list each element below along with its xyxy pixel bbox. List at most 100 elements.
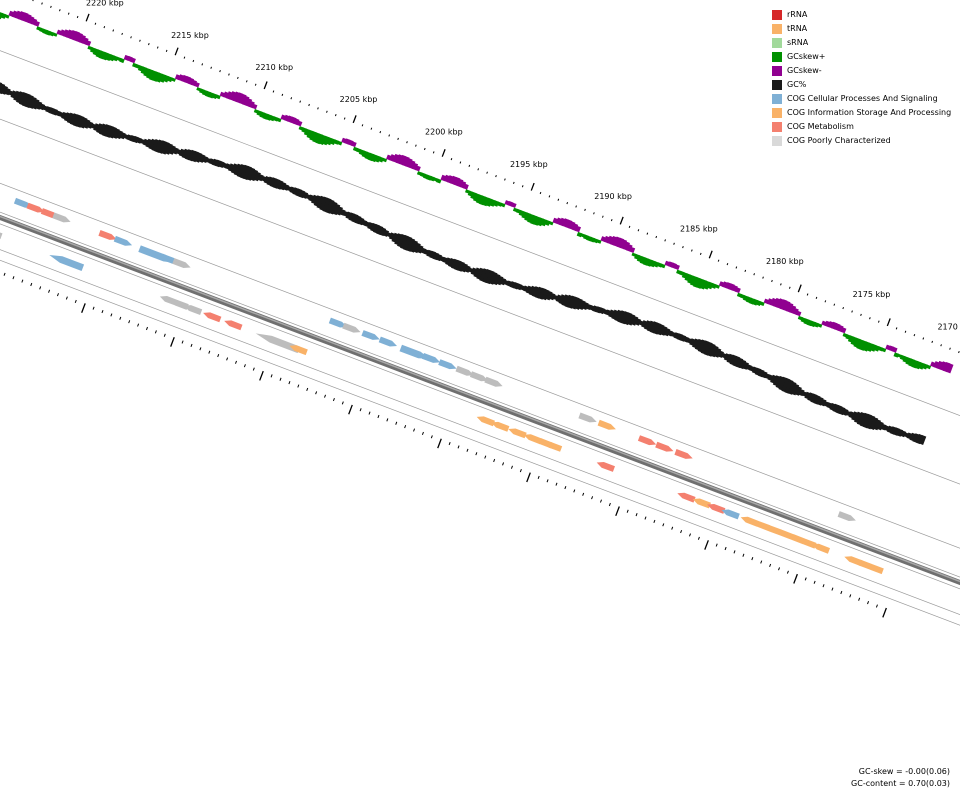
gc-skew-bar <box>639 256 647 265</box>
cog-feature-meta <box>637 435 657 446</box>
genome-backbone <box>0 214 960 586</box>
gc-skew-bar <box>152 71 160 82</box>
outer-tick <box>174 47 179 56</box>
outer-tick <box>32 0 34 2</box>
cog-feature-meta <box>203 312 222 323</box>
gc-skew-bar <box>485 197 493 207</box>
gc-skew-bar <box>119 57 125 64</box>
gc-content-bar <box>370 222 377 232</box>
gc-skew-bar <box>548 221 554 226</box>
inner-tick <box>163 333 166 337</box>
gc-content-bar <box>295 188 303 197</box>
gc-skew-bar <box>24 13 32 23</box>
outer-tick <box>860 313 862 316</box>
gc-skew-bar <box>251 103 258 110</box>
gc-content-bar <box>457 261 465 272</box>
gc-skew-bar <box>322 135 330 146</box>
inner-tick <box>154 330 157 334</box>
outer-tick <box>833 303 836 306</box>
gcskew-plus-swatch <box>772 52 782 62</box>
gc-content-bar <box>108 126 117 139</box>
inner-tick <box>457 445 460 449</box>
gc-content-bar <box>567 295 577 309</box>
gc-skew-bar <box>646 258 653 267</box>
outer-tick <box>753 273 755 276</box>
gc-skew-bar <box>149 70 157 81</box>
inner-tick <box>39 286 42 290</box>
cog-feature-info <box>775 529 794 540</box>
gc-skew-bar <box>215 94 221 100</box>
gc-content-bar <box>479 268 488 282</box>
gc-content-bar <box>69 113 78 126</box>
gc-skew-bar <box>146 68 154 79</box>
gc-content-bar <box>893 427 900 436</box>
gc-skew-bar <box>942 362 951 373</box>
coordinate-label: 2220 kbp <box>86 0 124 8</box>
gc-content-bar <box>445 257 452 266</box>
inner-tick <box>822 584 825 588</box>
cog-feature-meta <box>677 492 696 503</box>
cog-feature-poor <box>455 365 474 376</box>
inner-tick <box>793 573 798 584</box>
outer-tick <box>415 144 417 147</box>
inner-tick <box>21 279 24 283</box>
gc-content-bar <box>354 215 362 225</box>
inner-tick <box>689 533 692 537</box>
gc-content-bar <box>0 85 8 95</box>
outer-tick <box>361 124 364 127</box>
legend-label: GC% <box>787 80 807 89</box>
gc-content-bar <box>416 245 424 254</box>
gc-content-bar <box>866 415 876 430</box>
gc-skew-bar <box>939 361 947 371</box>
gc-skew-bar <box>462 183 469 190</box>
outer-tick <box>67 12 70 15</box>
inner-tick <box>377 414 380 419</box>
gc-content-bar <box>105 125 114 138</box>
inner-tick <box>48 289 51 293</box>
gc-content-bar <box>448 258 456 268</box>
gc-content-bar <box>400 234 409 250</box>
outer-tick <box>877 320 880 323</box>
gc-content-bar <box>660 325 668 336</box>
gc-skew-bar <box>606 235 614 245</box>
gc-skew-bar <box>392 153 400 163</box>
gc-content-bar <box>161 141 170 155</box>
inner-tick <box>573 489 576 493</box>
cog-feature-cell <box>113 235 133 246</box>
outer-tick <box>682 246 684 249</box>
gc-content-bar <box>525 285 533 294</box>
outer-tick <box>699 252 702 256</box>
gc-skew-bar <box>544 219 551 226</box>
outer-tick <box>619 216 624 225</box>
gc-content-bar <box>851 411 859 421</box>
gc-content-bar <box>794 386 802 396</box>
cog-feature-poor <box>469 371 489 382</box>
outer-tick <box>94 22 97 25</box>
outer-tick <box>290 97 293 100</box>
gc-skew-bar <box>684 273 692 282</box>
cog-feature-cell <box>421 353 441 363</box>
gc-content-bar <box>115 130 123 140</box>
outer-tick <box>940 344 942 347</box>
gc-skew-bar <box>925 364 932 370</box>
inner-tick <box>466 448 469 452</box>
inner-tick <box>704 540 709 550</box>
cog-feature-cell <box>378 336 397 347</box>
gc-content-bar <box>188 149 196 162</box>
gc-content-bar <box>35 101 43 110</box>
outer-tick <box>228 73 230 76</box>
gc-skew-bar <box>69 30 77 40</box>
gc-skew-bar <box>773 297 781 308</box>
outer-tick <box>245 80 248 83</box>
gc-skew-bar <box>18 11 26 21</box>
gc-skew-bar <box>155 72 164 83</box>
outer-tick <box>530 182 535 191</box>
outer-tick <box>806 293 809 296</box>
outer-tick <box>931 340 934 344</box>
outer-tick <box>602 215 604 218</box>
cog-feature-cell <box>438 359 457 370</box>
outer-tick <box>815 296 818 300</box>
gc-content-bar <box>694 338 703 351</box>
gc-skew-bar <box>908 358 916 367</box>
outer-tick <box>504 178 506 181</box>
